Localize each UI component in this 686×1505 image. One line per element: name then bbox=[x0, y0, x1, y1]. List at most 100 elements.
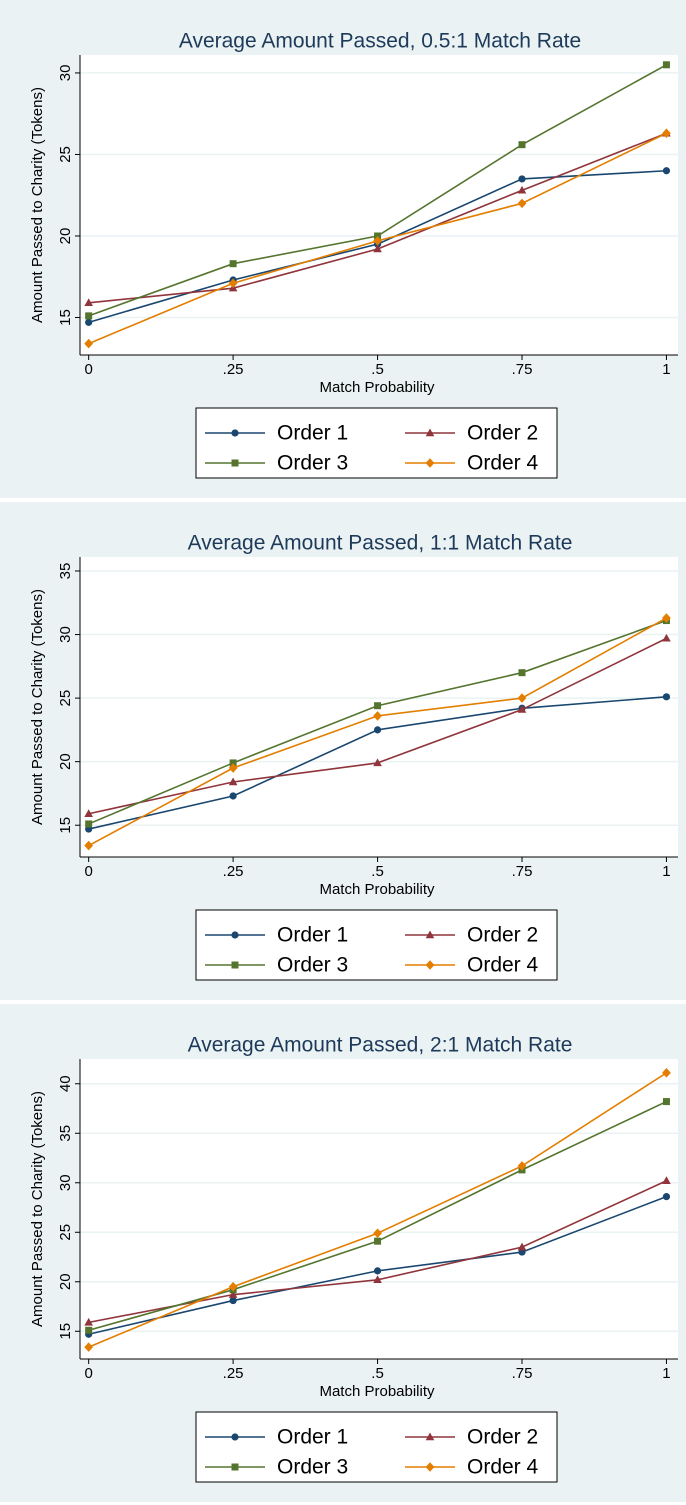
marker bbox=[662, 61, 670, 69]
legend-label: Order 4 bbox=[467, 1456, 539, 1479]
marker bbox=[373, 244, 382, 253]
legend-marker bbox=[425, 1432, 435, 1441]
y-axis-label: Amount Passed to Charity (Tokens) bbox=[29, 589, 46, 825]
x-tick-label: .25 bbox=[223, 863, 244, 880]
marker bbox=[518, 669, 526, 677]
marker bbox=[373, 726, 382, 734]
marker bbox=[662, 167, 671, 175]
y-tick-label: 35 bbox=[57, 1125, 74, 1142]
marker bbox=[517, 1161, 527, 1171]
legend bbox=[195, 1411, 558, 1483]
chart-title: Average Amount Passed, 0.5:1 Match Rate bbox=[179, 30, 581, 53]
y-tick-label: 20 bbox=[57, 1273, 74, 1290]
marker bbox=[229, 759, 237, 767]
x-tick-label: 1 bbox=[662, 863, 670, 880]
marker bbox=[85, 1326, 93, 1334]
chart-panel: Average Amount Passed, 1:1 Match Rate 15 2… bbox=[0, 502, 686, 1000]
marker bbox=[373, 1267, 382, 1275]
marker bbox=[373, 1228, 382, 1239]
marker bbox=[228, 1281, 238, 1292]
legend-label: Order 3 bbox=[277, 1456, 348, 1479]
legend-label: Order 1 bbox=[277, 422, 348, 445]
x-tick-label: .5 bbox=[371, 863, 384, 880]
legend-marker bbox=[231, 459, 239, 467]
marker bbox=[228, 1290, 238, 1298]
marker bbox=[662, 1176, 671, 1184]
x-tick-label: 0 bbox=[84, 361, 92, 378]
marker bbox=[373, 758, 382, 767]
marker bbox=[229, 792, 237, 800]
marker bbox=[229, 260, 237, 268]
y-tick-label: 40 bbox=[57, 1075, 74, 1092]
marker bbox=[373, 1275, 382, 1283]
x-tick-label: .75 bbox=[512, 863, 533, 880]
x-tick-label: 1 bbox=[662, 361, 670, 378]
legend bbox=[195, 407, 558, 479]
legend-marker bbox=[231, 1463, 239, 1471]
x-axis-label: Match Probability bbox=[319, 881, 435, 898]
marker bbox=[373, 236, 382, 246]
x-tick-label: .5 bbox=[371, 361, 384, 378]
y-tick-label: 30 bbox=[57, 1174, 74, 1191]
y-tick-label: 15 bbox=[57, 1323, 74, 1340]
y-tick-label: 25 bbox=[57, 1224, 74, 1241]
legend-marker bbox=[425, 960, 435, 970]
marker bbox=[85, 312, 93, 320]
marker bbox=[374, 702, 382, 710]
marker bbox=[228, 763, 238, 773]
y-tick-label: 30 bbox=[57, 626, 74, 643]
legend-label: Order 2 bbox=[467, 924, 538, 947]
marker bbox=[84, 1342, 94, 1352]
marker bbox=[85, 820, 93, 828]
marker bbox=[374, 232, 382, 240]
x-tick-label: 0 bbox=[84, 863, 92, 880]
marker bbox=[84, 298, 93, 307]
marker bbox=[518, 175, 526, 183]
marker bbox=[662, 128, 671, 139]
x-tick-label: .25 bbox=[223, 1365, 244, 1382]
x-axis-label: Match Probability bbox=[319, 379, 435, 396]
marker bbox=[85, 318, 93, 326]
marker bbox=[228, 777, 238, 786]
legend-label: Order 2 bbox=[467, 1426, 538, 1449]
legend-label: Order 1 bbox=[277, 1426, 348, 1449]
y-tick-label: 25 bbox=[57, 146, 74, 163]
marker bbox=[517, 185, 527, 194]
chart-title: Average Amount Passed, 2:1 Match Rate bbox=[188, 1034, 573, 1057]
x-tick-label: .25 bbox=[223, 361, 244, 378]
legend-label: Order 4 bbox=[467, 452, 539, 475]
chart-title: Average Amount Passed, 1:1 Match Rate bbox=[188, 532, 573, 555]
marker bbox=[517, 1242, 527, 1251]
legend-marker bbox=[425, 930, 435, 939]
y-tick-label: 15 bbox=[57, 817, 74, 834]
chart-panel: Average Amount Passed, 0.5:1 Match Rate 1… bbox=[0, 0, 686, 498]
marker bbox=[84, 840, 94, 851]
marker bbox=[518, 141, 526, 149]
x-tick-label: 1 bbox=[662, 1365, 670, 1382]
y-tick-label: 30 bbox=[57, 65, 74, 82]
legend-marker bbox=[425, 458, 435, 468]
x-tick-label: .5 bbox=[371, 1365, 384, 1382]
marker bbox=[662, 1193, 671, 1201]
legend-label: Order 3 bbox=[277, 954, 348, 977]
y-tick-label: 25 bbox=[57, 690, 74, 707]
legend-label: Order 3 bbox=[277, 452, 348, 475]
x-tick-label: 0 bbox=[84, 1365, 92, 1382]
legend bbox=[195, 909, 558, 981]
y-tick-label: 20 bbox=[57, 228, 74, 245]
y-axis-label: Amount Passed to Charity (Tokens) bbox=[29, 87, 46, 323]
legend-marker bbox=[425, 428, 435, 437]
marker bbox=[662, 613, 671, 623]
y-tick-label: 15 bbox=[57, 309, 74, 326]
marker bbox=[517, 705, 527, 713]
legend-marker bbox=[231, 961, 239, 969]
legend-marker bbox=[425, 1462, 435, 1472]
legend-label: Order 1 bbox=[277, 924, 348, 947]
marker bbox=[662, 1068, 671, 1078]
y-tick-label: 20 bbox=[57, 753, 74, 770]
legend-marker bbox=[231, 931, 239, 939]
legend-marker bbox=[231, 429, 239, 437]
marker bbox=[662, 633, 671, 642]
marker bbox=[84, 1317, 93, 1326]
